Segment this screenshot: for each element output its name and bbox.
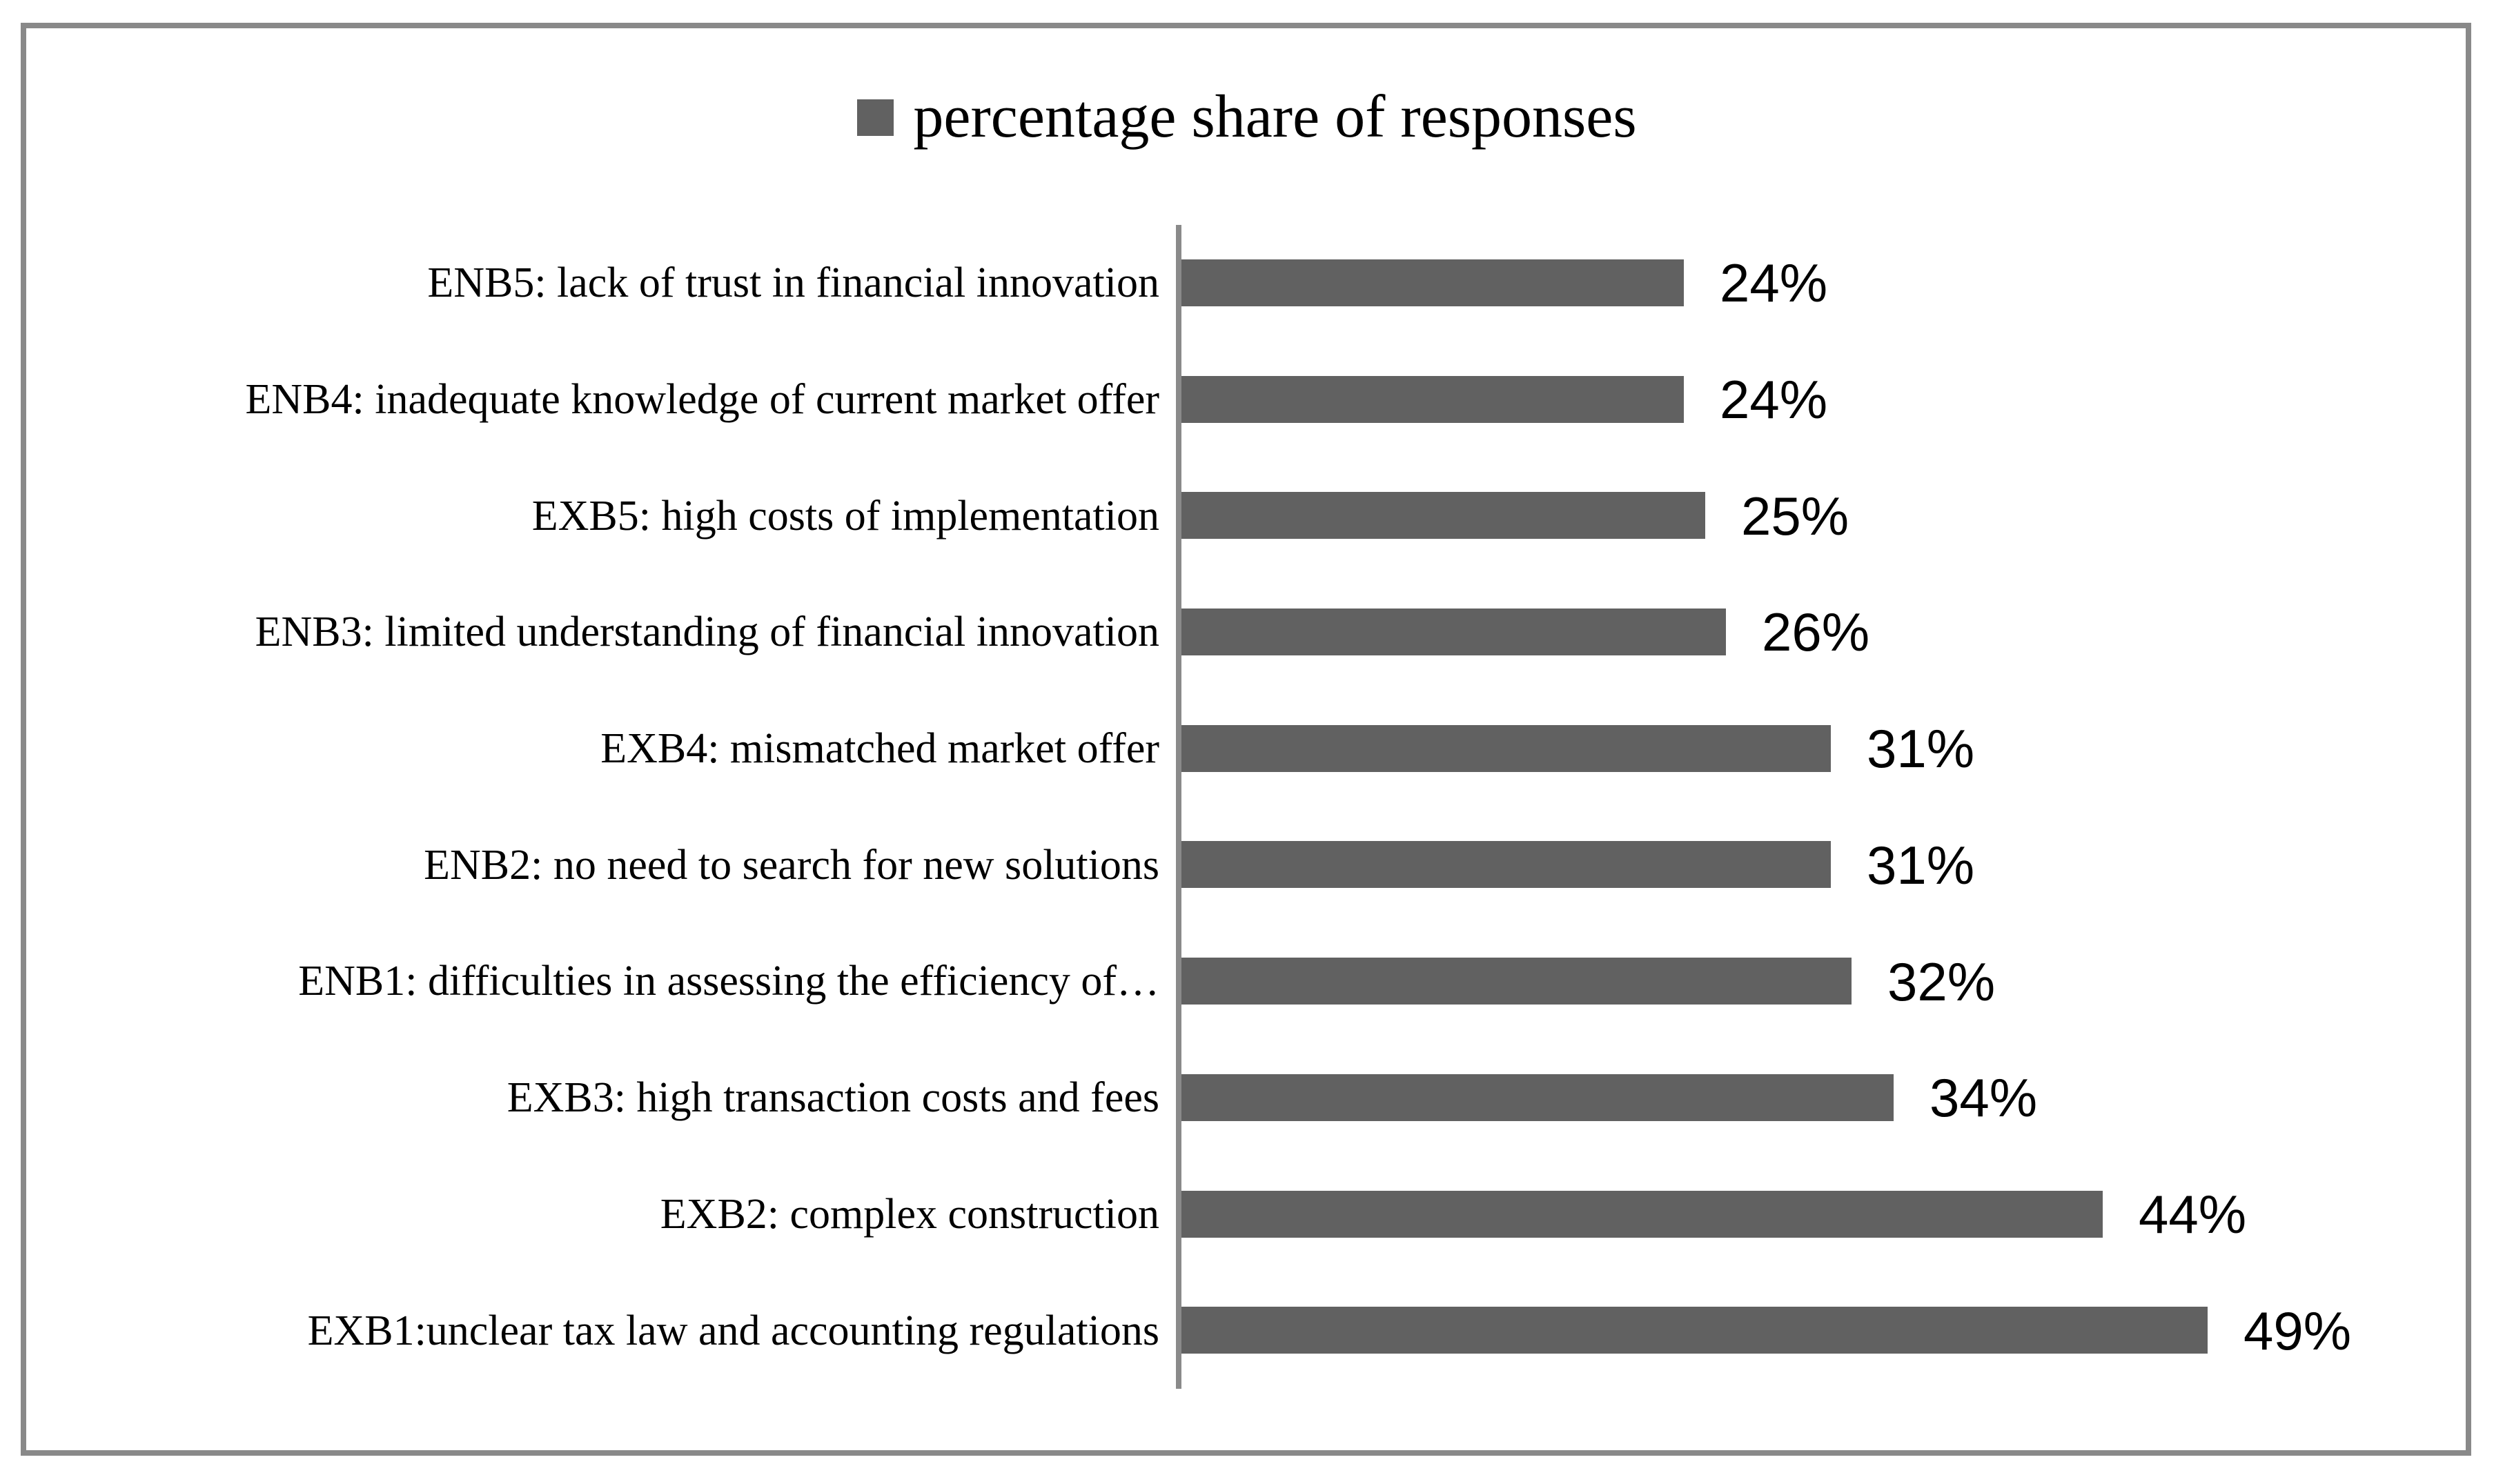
chart-frame-border (21, 23, 2471, 1456)
value-label: 34% (1930, 1067, 2038, 1129)
plot-rows: ENB5: lack of trust in financial innovat… (0, 225, 2494, 1389)
category-label: EXB1:unclear tax law and accounting regu… (307, 1307, 1159, 1354)
bar-row: ENB5: lack of trust in financial innovat… (0, 225, 2494, 342)
category-label: ENB4: inadequate knowledge of current ma… (245, 375, 1159, 423)
bar-row: EXB2: complex construction 44% (0, 1156, 2494, 1273)
value-label: 31% (1867, 718, 1975, 780)
category-label: EXB3: high transaction costs and fees (507, 1074, 1159, 1122)
category-axis-line (1176, 225, 1181, 1389)
bar (1181, 724, 1831, 772)
value-label: 24% (1720, 369, 1828, 431)
category-label: ENB1: difficulties in assessing the effi… (298, 958, 1159, 1005)
category-label: EXB2: complex construction (660, 1190, 1159, 1238)
value-label: 24% (1720, 253, 1828, 314)
category-label: ENB5: lack of trust in financial innovat… (427, 259, 1159, 307)
bar (1181, 375, 1684, 423)
bar-row: ENB1: difficulties in assessing the effi… (0, 923, 2494, 1040)
value-label: 32% (1887, 951, 1996, 1012)
legend-label: percentage share of responses (913, 83, 1637, 150)
bar (1181, 958, 1852, 1005)
bar-row: EXB3: high transaction costs and fees 34… (0, 1040, 2494, 1156)
plot-area: ENB5: lack of trust in financial innovat… (0, 225, 2494, 1389)
bar-row: EXB4: mismatched market offer 31% (0, 691, 2494, 807)
legend-swatch-icon (857, 99, 894, 136)
bar (1181, 1190, 2103, 1238)
bar-row: EXB1:unclear tax law and accounting regu… (0, 1272, 2494, 1389)
bar-row: EXB5: high costs of implementation 25% (0, 457, 2494, 574)
category-label: EXB5: high costs of implementation (531, 492, 1159, 540)
chart-legend: percentage share of responses (0, 87, 2494, 148)
category-label: EXB4: mismatched market offer (600, 725, 1159, 773)
bar-row: ENB3: limited understanding of financial… (0, 574, 2494, 691)
bar (1181, 841, 1831, 889)
category-label: ENB3: limited understanding of financial… (255, 609, 1159, 656)
value-label: 44% (2139, 1183, 2247, 1245)
value-label: 31% (1867, 834, 1975, 896)
bar (1181, 259, 1684, 306)
bar (1181, 1074, 1894, 1121)
bar (1181, 609, 1726, 656)
value-label: 26% (1762, 602, 1870, 663)
value-label: 49% (2243, 1300, 2352, 1361)
bar (1181, 1307, 2208, 1354)
bar-row: ENB2: no need to search for new solution… (0, 807, 2494, 923)
bar (1181, 492, 1705, 540)
category-label: ENB2: no need to search for new solution… (424, 841, 1159, 889)
value-label: 25% (1741, 485, 1849, 546)
bar-row: ENB4: inadequate knowledge of current ma… (0, 342, 2494, 458)
